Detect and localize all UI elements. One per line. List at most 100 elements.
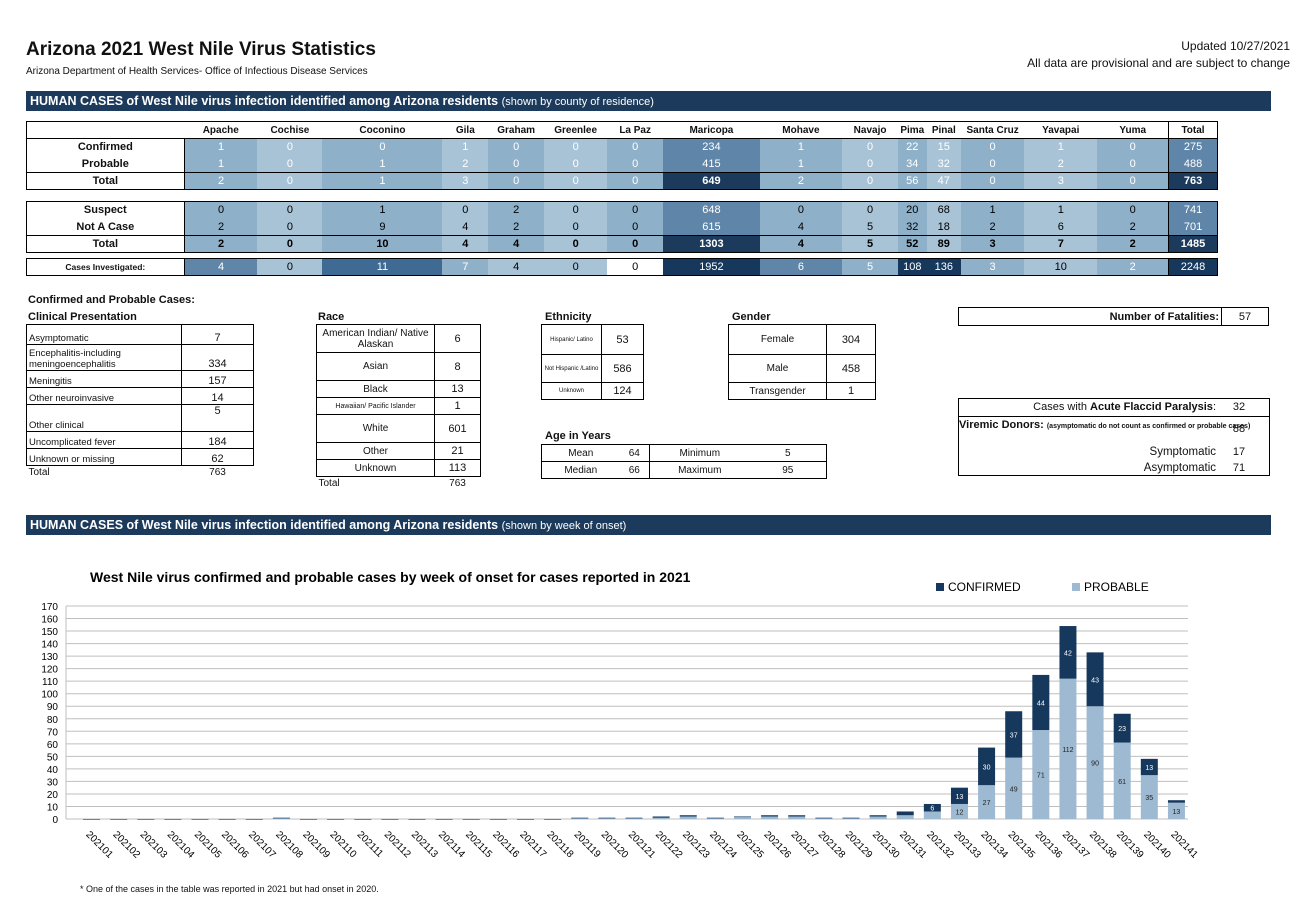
bar-probable (1032, 730, 1050, 819)
clinical-total-value: 763 (209, 467, 226, 479)
investigated-cell: 0 (257, 258, 323, 276)
count-cell: 0 (842, 201, 899, 219)
count-cell: 4 (488, 235, 545, 253)
clinical-value: 7 (181, 324, 254, 345)
ethnicity-label: Unknown (541, 382, 602, 400)
clinical-label: Meningitis (26, 370, 182, 388)
clinical-label: Uncomplicated fever (26, 431, 182, 449)
clinical-row: Meningitis 157 (26, 370, 254, 388)
bar-probable (761, 816, 779, 819)
count-cell: 2 (759, 172, 843, 190)
group2-row: Suspect 0 0 1 0 2 0 0 648 0 0 20 68 1 1 0 741 (26, 201, 1218, 219)
x-tick-label: 202127 (789, 829, 821, 861)
bar-confirmed (164, 819, 182, 820)
x-tick-label: 202128 (816, 829, 848, 861)
count-cell: 2 (488, 218, 545, 236)
y-tick-label: 120 (41, 665, 58, 676)
section-county-header: HUMAN CASES of West Nile virus infection… (26, 91, 1271, 111)
count-cell: 2 (184, 172, 258, 190)
gender-value: 458 (826, 354, 876, 383)
fatalities-label: Number of Fatalities: (958, 307, 1222, 326)
bar-label-confirmed: 37 (1010, 732, 1018, 739)
corner-cell (26, 121, 185, 139)
investigated-cell: 2248 (1168, 258, 1218, 276)
bar-probable (1140, 775, 1158, 819)
y-tick-label: 70 (47, 727, 59, 738)
bar-confirmed (869, 815, 887, 817)
clinical-label: Asymptomatic (26, 324, 182, 345)
bar-label-confirmed: 13 (956, 794, 964, 801)
section-title: HUMAN CASES of West Nile virus infection… (30, 518, 499, 532)
bar-confirmed (110, 819, 128, 820)
x-tick-label: 202126 (761, 829, 793, 861)
bar-probable (706, 817, 724, 819)
x-tick-label: 202138 (1087, 829, 1119, 861)
count-cell: 32 (898, 218, 927, 236)
age-mean-value: 64 (619, 444, 650, 462)
group2-row: Total 2 0 10 4 4 0 0 1303 4 5 52 89 3 7 2 1485 (26, 235, 1218, 253)
column-header: Graham (488, 121, 545, 139)
column-header: Santa Cruz (961, 121, 1025, 139)
count-cell: 615 (663, 218, 760, 236)
investigated-cell: 5 (842, 258, 899, 276)
investigated-cell: 4 (184, 258, 258, 276)
race-row: Other 21 (316, 442, 481, 460)
bar-probable (923, 811, 941, 819)
spacer-cell (27, 190, 1218, 202)
count-cell: 488 (1168, 155, 1218, 173)
asymptomatic-value: 71 (1232, 462, 1246, 474)
bar-confirmed (1113, 713, 1131, 743)
bar-label-confirmed: 13 (1145, 765, 1153, 772)
count-cell: 0 (842, 172, 899, 190)
page-subtitle: Arizona Department of Health Services- O… (26, 66, 368, 77)
y-tick-label: 150 (41, 627, 58, 638)
count-cell: 0 (759, 201, 843, 219)
x-tick-label: 202111 (355, 829, 386, 860)
row-label: Confirmed (26, 138, 185, 156)
race-row: Asian 8 (316, 352, 481, 381)
race-value: 113 (434, 459, 481, 477)
count-cell: 0 (1097, 138, 1169, 156)
count-cell: 15 (926, 138, 962, 156)
bar-confirmed (218, 819, 236, 820)
symptomatic-label: Symptomatic (1149, 446, 1216, 458)
count-cell: 0 (257, 155, 323, 173)
x-tick-label: 202106 (219, 829, 251, 861)
race-row: Unknown 113 (316, 459, 481, 477)
count-cell: 4 (759, 235, 843, 253)
bar-confirmed (815, 817, 833, 819)
clinical-heading-2: Clinical Presentation (28, 311, 137, 323)
week-onset-chart: West Nile virus confirmed and probable c… (41, 569, 1200, 861)
count-cell: 415 (663, 155, 760, 173)
row-label: Suspect (26, 201, 185, 219)
count-cell: 1 (322, 155, 443, 173)
county-table: Apache Cochise Coconino Gila Graham Greenlee L… (26, 121, 1218, 276)
bar-confirmed (1032, 674, 1050, 731)
count-cell: 649 (663, 172, 760, 190)
bar-probable (571, 817, 589, 819)
race-value: 8 (434, 352, 481, 381)
clinical-total-row: Total 763 (27, 466, 254, 480)
bar-probable (625, 817, 643, 819)
age-heading: Age in Years (545, 430, 611, 442)
count-cell: 234 (663, 138, 760, 156)
count-cell: 0 (322, 138, 443, 156)
y-tick-label: 160 (41, 615, 58, 626)
bar-label-probable: 13 (1173, 809, 1181, 816)
clinical-row: Asymptomatic 7 (26, 324, 254, 345)
count-cell: 4 (442, 218, 489, 236)
page-title: Arizona 2021 West Nile Virus Statistics (26, 39, 376, 60)
bar-label-probable: 90 (1091, 761, 1099, 768)
race-row: Hawaiian/ Pacific Islander 1 (316, 397, 481, 415)
bar-label-confirmed: 44 (1037, 700, 1045, 707)
group2-row: Not A Case 2 0 9 4 2 0 0 615 4 5 32 18 2 6 2 701 (26, 218, 1218, 236)
race-label: American Indian/ Native Alaskan (316, 324, 435, 353)
bar-probable (978, 785, 996, 819)
bar-confirmed (408, 819, 426, 820)
x-tick-label: 202105 (192, 829, 224, 861)
ethnicity-value: 586 (601, 354, 644, 383)
column-header: Apache (184, 121, 258, 139)
count-cell: 0 (607, 138, 664, 156)
race-label: Asian (316, 352, 435, 381)
count-cell: 2 (1097, 235, 1169, 253)
